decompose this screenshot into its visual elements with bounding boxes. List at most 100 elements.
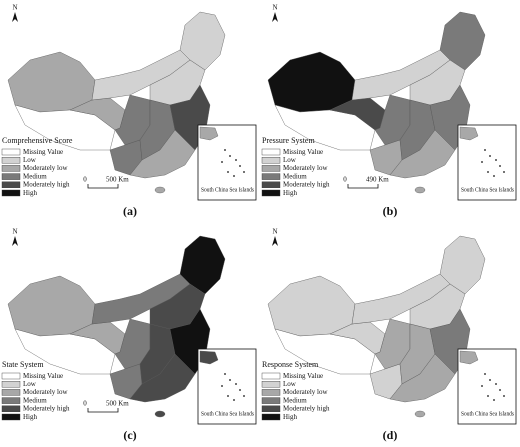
legend-swatch xyxy=(261,173,281,180)
north-arrow xyxy=(12,236,18,246)
scale-end: 500 Km xyxy=(106,176,129,184)
inset-island xyxy=(489,155,491,157)
island xyxy=(154,410,166,418)
legend-item: Moderately high xyxy=(23,181,70,189)
legend-item: Moderately low xyxy=(283,388,328,396)
legend-item: Medium xyxy=(283,172,307,180)
panel-label: (a) xyxy=(123,204,137,218)
legend-swatch xyxy=(261,413,281,421)
legend-swatch xyxy=(1,413,21,421)
legend-item: Missing Value xyxy=(23,372,63,380)
scale-end: 490 Km xyxy=(366,176,389,184)
province xyxy=(267,275,356,337)
legend-swatch xyxy=(1,148,21,156)
inset-island xyxy=(243,395,245,397)
legend-swatch xyxy=(261,397,281,404)
north-label: N xyxy=(12,4,17,12)
legend-item: High xyxy=(283,189,298,197)
north-arrow xyxy=(272,236,278,246)
north-arrow xyxy=(272,12,278,22)
province xyxy=(389,129,456,179)
inset-island xyxy=(229,379,231,381)
legend-item: Missing Value xyxy=(283,148,323,156)
province xyxy=(389,353,456,403)
inset-island xyxy=(489,379,491,381)
legend-item: Moderately high xyxy=(283,405,330,413)
legend-item: Moderately low xyxy=(283,164,328,172)
inset-island xyxy=(481,161,483,163)
province xyxy=(274,328,376,375)
legend-swatch xyxy=(261,389,281,396)
scale-bar xyxy=(87,184,119,189)
legend-item: Low xyxy=(283,380,297,388)
legend-swatch xyxy=(1,372,21,380)
island xyxy=(154,186,166,194)
province xyxy=(129,353,196,403)
legend-swatch xyxy=(261,148,281,156)
province xyxy=(14,104,116,151)
inset-island xyxy=(495,383,497,385)
inset-island xyxy=(227,171,229,173)
legend-item: Moderately high xyxy=(23,405,70,413)
province xyxy=(14,328,116,375)
inset-label: South China Sea Islands xyxy=(461,411,515,417)
island xyxy=(414,410,426,418)
inset-label: South China Sea Islands xyxy=(201,187,255,193)
inset-coast xyxy=(199,126,219,141)
inset-island xyxy=(233,399,235,401)
legend-title: Pressure System xyxy=(262,136,315,145)
legend-title: Comprehensive Score xyxy=(2,136,73,145)
inset-island xyxy=(221,385,223,387)
inset-island xyxy=(481,385,483,387)
inset-island xyxy=(495,159,497,161)
legend-item: Moderately low xyxy=(23,388,68,396)
legend-item: Medium xyxy=(283,396,307,404)
scale-start: 0 xyxy=(83,400,87,408)
legend-swatch xyxy=(1,189,21,197)
legend-swatch xyxy=(261,372,281,380)
inset-island xyxy=(493,175,495,177)
inset-island xyxy=(233,175,235,177)
legend-item: High xyxy=(283,413,298,421)
legend-swatch xyxy=(1,389,21,396)
legend-item: Missing Value xyxy=(283,372,323,380)
province xyxy=(274,104,376,151)
inset-island xyxy=(224,149,226,151)
legend-item: Low xyxy=(23,380,37,388)
inset-label: South China Sea Islands xyxy=(461,187,515,193)
legend-item: Low xyxy=(283,156,297,164)
legend-swatch xyxy=(1,405,21,413)
province xyxy=(7,51,96,113)
legend-swatch xyxy=(261,181,281,189)
panel-label: (c) xyxy=(123,428,136,442)
legend-item: Moderately high xyxy=(283,181,330,189)
inset-island xyxy=(239,389,241,391)
inset-island xyxy=(239,165,241,167)
legend-swatch xyxy=(1,181,21,189)
legend-title: Response System xyxy=(262,360,319,369)
legend-swatch xyxy=(261,380,281,388)
legend-swatch xyxy=(1,380,21,388)
scale-start: 0 xyxy=(83,176,87,184)
inset-island xyxy=(503,171,505,173)
legend-item: Moderately low xyxy=(23,164,68,172)
inset-island xyxy=(484,373,486,375)
panel-label: (b) xyxy=(383,204,398,218)
inset-island xyxy=(503,395,505,397)
scale-bar xyxy=(87,408,119,413)
north-label: N xyxy=(12,228,17,236)
inset-island xyxy=(235,383,237,385)
inset-island xyxy=(499,389,501,391)
inset-coast xyxy=(459,126,479,141)
legend-item: High xyxy=(23,413,38,421)
legend-swatch xyxy=(1,156,21,164)
legend-swatch xyxy=(1,165,21,172)
legend-swatch xyxy=(261,165,281,172)
province xyxy=(7,275,96,337)
north-label: N xyxy=(272,228,277,236)
province xyxy=(267,51,356,113)
inset-island xyxy=(487,395,489,397)
